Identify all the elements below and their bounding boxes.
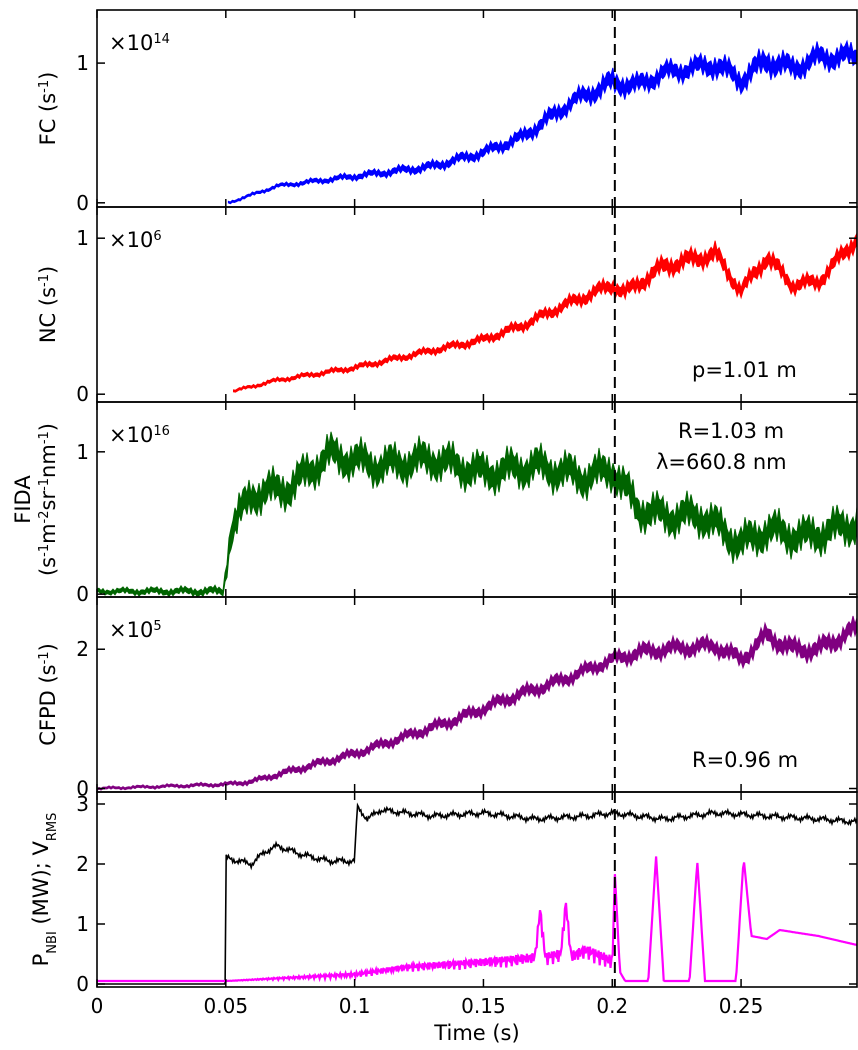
- y-tick-label: 0: [76, 191, 89, 215]
- panel-annotation: λ=660.8 nm: [656, 450, 787, 474]
- series-line-pnbi: [97, 856, 857, 983]
- x-axis-title: Time (s): [433, 1021, 519, 1045]
- panel-cfpd: 0 2 ×105 CFPD (s-1) R=0.96 m: [36, 596, 858, 801]
- y-tick-label: 0: [76, 972, 89, 996]
- series-line-vrms: [97, 802, 857, 985]
- y-tick-label: 0: [76, 582, 89, 606]
- panel-annotation: p=1.01 m: [692, 358, 797, 382]
- series-band-cfpd: [97, 615, 857, 791]
- y-tick-label: 0: [76, 382, 89, 406]
- y-tick-label: 2: [76, 852, 89, 876]
- panel-annotation: R=1.03 m: [678, 419, 784, 443]
- series-band-fc: [227, 39, 857, 205]
- y-tick-label: 2: [76, 637, 89, 661]
- y-tick-label: 1: [76, 51, 89, 75]
- x-tick-label: 0: [91, 994, 104, 1018]
- panel-fc: 0 1 ×1014 FC (s-1): [36, 9, 858, 215]
- panel-nc: 0 1 ×106 NC (s-1) p=1.01 m: [36, 206, 858, 406]
- x-tick-label: 0.2: [596, 994, 628, 1018]
- multiplier-label: ×1014: [109, 31, 170, 55]
- y-axis-title: FIDA: [11, 475, 35, 524]
- series-band-nc: [233, 232, 857, 393]
- multiplier-label: ×106: [109, 228, 162, 252]
- y-tick-label: 1: [76, 912, 89, 936]
- x-tick-label: 0.25: [719, 994, 764, 1018]
- panel-nbi: 0 1 2 3 PNBI (MW); VRMS: [29, 791, 858, 996]
- y-axis-title: PNBI (MW); VRMS: [29, 813, 60, 967]
- y-tick-label: 1: [76, 440, 89, 464]
- multiplier-label: ×105: [109, 618, 162, 642]
- x-tick-label: 0.15: [461, 994, 506, 1018]
- y-axis-title: CFPD (s-1): [36, 643, 60, 746]
- y-tick-label: 0: [76, 777, 89, 801]
- multiplier-label: ×1016: [109, 423, 170, 447]
- panel-frame: [96, 9, 858, 208]
- x-tick-label: 0.1: [339, 994, 371, 1018]
- panel-frame: [96, 791, 858, 988]
- y-tick-label: 1: [76, 226, 89, 250]
- panel-annotation: R=0.96 m: [692, 748, 798, 772]
- y-tick-label: 3: [76, 792, 89, 816]
- y-axis-title-units: (s-1m-2sr-1nm-1): [36, 423, 60, 576]
- y-axis-title: NC (s-1): [36, 266, 60, 343]
- series-band-fida: [97, 431, 857, 597]
- y-axis-title: FC (s-1): [36, 72, 60, 146]
- panel-fida: 0 1 ×1016 FIDA(s-1m-2sr-1nm-1) R=1.03 m λ=660…: [11, 401, 858, 606]
- x-tick-label: 0.05: [204, 994, 249, 1018]
